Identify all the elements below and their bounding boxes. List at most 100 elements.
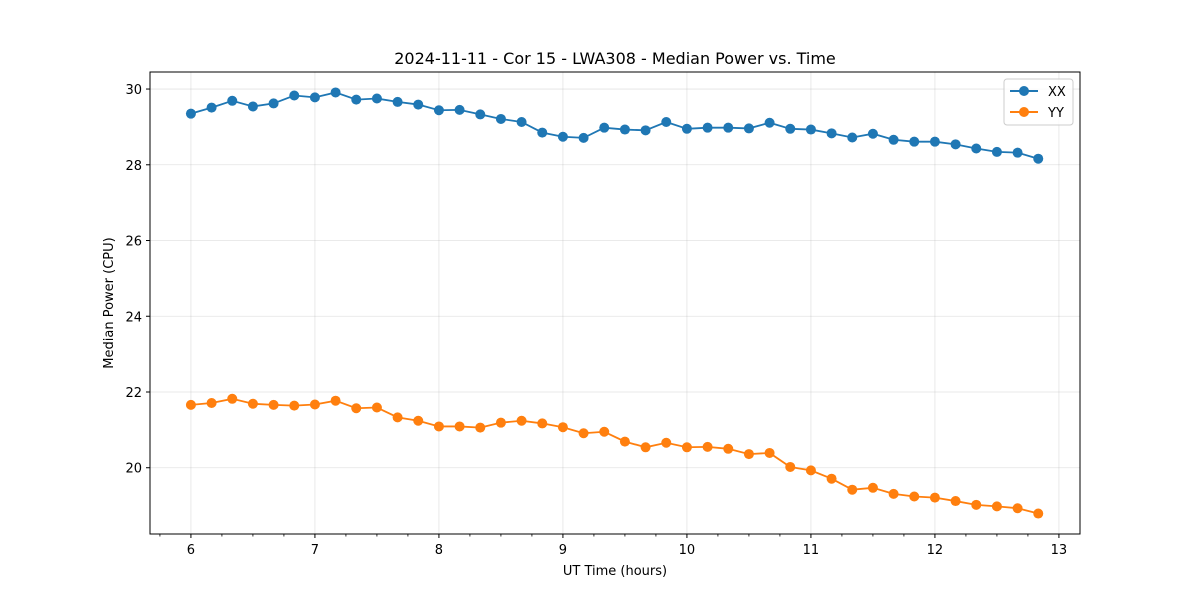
y-tick-label: 20 xyxy=(125,462,142,477)
x-tick-label: 11 xyxy=(803,543,820,558)
data-point-yy xyxy=(578,428,589,439)
data-point-yy xyxy=(557,422,568,433)
data-point-xx xyxy=(247,101,258,112)
y-tick-label: 24 xyxy=(125,310,142,325)
data-point-yy xyxy=(206,397,217,408)
data-point-xx xyxy=(847,132,858,143)
data-point-yy xyxy=(351,403,362,414)
data-point-xx xyxy=(929,136,940,147)
data-point-xx xyxy=(537,127,548,138)
data-point-xx xyxy=(413,99,424,110)
data-point-xx xyxy=(640,125,651,136)
data-point-xx xyxy=(578,132,589,143)
data-point-xx xyxy=(392,96,403,107)
data-point-yy xyxy=(785,461,796,472)
data-point-yy xyxy=(888,488,899,499)
data-point-xx xyxy=(723,122,734,133)
data-point-xx xyxy=(1033,153,1044,164)
data-point-xx xyxy=(309,92,320,103)
x-tick-label: 8 xyxy=(435,543,443,558)
data-point-yy xyxy=(681,442,692,453)
data-point-yy xyxy=(971,499,982,510)
data-point-xx xyxy=(227,95,238,106)
data-point-yy xyxy=(289,400,300,411)
y-tick-label: 22 xyxy=(125,386,142,401)
data-point-yy xyxy=(1012,503,1023,514)
data-point-yy xyxy=(330,395,341,406)
data-point-yy xyxy=(723,443,734,454)
data-point-xx xyxy=(475,109,486,120)
series-yy xyxy=(185,393,1044,519)
x-axis-ticks: 6 7 8 9 10 11 12 13 xyxy=(159,534,1068,558)
data-point-xx xyxy=(454,104,465,115)
data-point-xx xyxy=(950,139,961,150)
y-tick-label: 28 xyxy=(125,159,142,174)
chart-title: 2024-11-11 - Cor 15 - LWA308 - Median Po… xyxy=(394,49,836,68)
data-point-yy xyxy=(371,402,382,413)
data-point-yy xyxy=(826,473,837,484)
data-point-xx xyxy=(516,116,527,127)
plot-frame xyxy=(149,71,1081,535)
data-point-yy xyxy=(867,482,878,493)
legend: XX YY xyxy=(1003,78,1074,126)
data-point-xx xyxy=(351,94,362,105)
data-point-xx xyxy=(888,134,899,145)
data-point-yy xyxy=(475,422,486,433)
data-point-yy xyxy=(702,441,713,452)
grid-lines xyxy=(150,72,1080,534)
data-point-xx xyxy=(661,116,672,127)
data-point-xx xyxy=(599,122,610,133)
data-point-xx xyxy=(289,90,300,101)
x-tick-label: 13 xyxy=(1051,543,1068,558)
y-axis-label: Median Power (CPU) xyxy=(102,237,117,368)
data-point-yy xyxy=(929,492,940,503)
legend-marker-yy xyxy=(1019,107,1029,117)
data-point-yy xyxy=(661,437,672,448)
data-point-xx xyxy=(909,136,920,147)
data-point-xx xyxy=(826,128,837,139)
y-tick-label: 26 xyxy=(125,235,142,250)
x-tick-label: 6 xyxy=(187,543,195,558)
data-point-yy xyxy=(599,426,610,437)
series-xx xyxy=(185,87,1044,164)
data-point-yy xyxy=(268,399,279,410)
y-tick-label: 30 xyxy=(125,83,142,98)
data-point-yy xyxy=(516,415,527,426)
data-point-xx xyxy=(764,117,775,128)
data-point-xx xyxy=(743,123,754,134)
data-point-xx xyxy=(971,143,982,154)
series-layer xyxy=(185,87,1044,519)
data-point-yy xyxy=(247,398,258,409)
legend-marker-xx xyxy=(1019,86,1029,96)
data-point-yy xyxy=(413,415,424,426)
legend-label-xx: XX xyxy=(1048,85,1066,100)
data-point-xx xyxy=(681,123,692,134)
data-point-xx xyxy=(268,98,279,109)
data-point-xx xyxy=(330,87,341,98)
data-point-yy xyxy=(743,449,754,460)
data-point-xx xyxy=(206,102,217,113)
data-point-xx xyxy=(991,146,1002,157)
data-point-xx xyxy=(371,93,382,104)
data-point-yy xyxy=(909,491,920,502)
data-point-yy xyxy=(433,421,444,432)
data-point-yy xyxy=(991,501,1002,512)
x-tick-label: 9 xyxy=(559,543,567,558)
data-point-yy xyxy=(1033,508,1044,519)
data-point-xx xyxy=(619,124,630,135)
data-point-yy xyxy=(392,412,403,423)
legend-label-yy: YY xyxy=(1047,106,1064,121)
data-point-xx xyxy=(557,131,568,142)
data-point-xx xyxy=(702,122,713,133)
x-tick-label: 10 xyxy=(679,543,696,558)
data-point-xx xyxy=(785,123,796,134)
data-point-xx xyxy=(1012,147,1023,158)
data-point-yy xyxy=(640,442,651,453)
data-point-yy xyxy=(309,399,320,410)
data-point-yy xyxy=(495,417,506,428)
data-point-yy xyxy=(805,465,816,476)
data-point-yy xyxy=(185,399,196,410)
data-point-xx xyxy=(495,113,506,124)
